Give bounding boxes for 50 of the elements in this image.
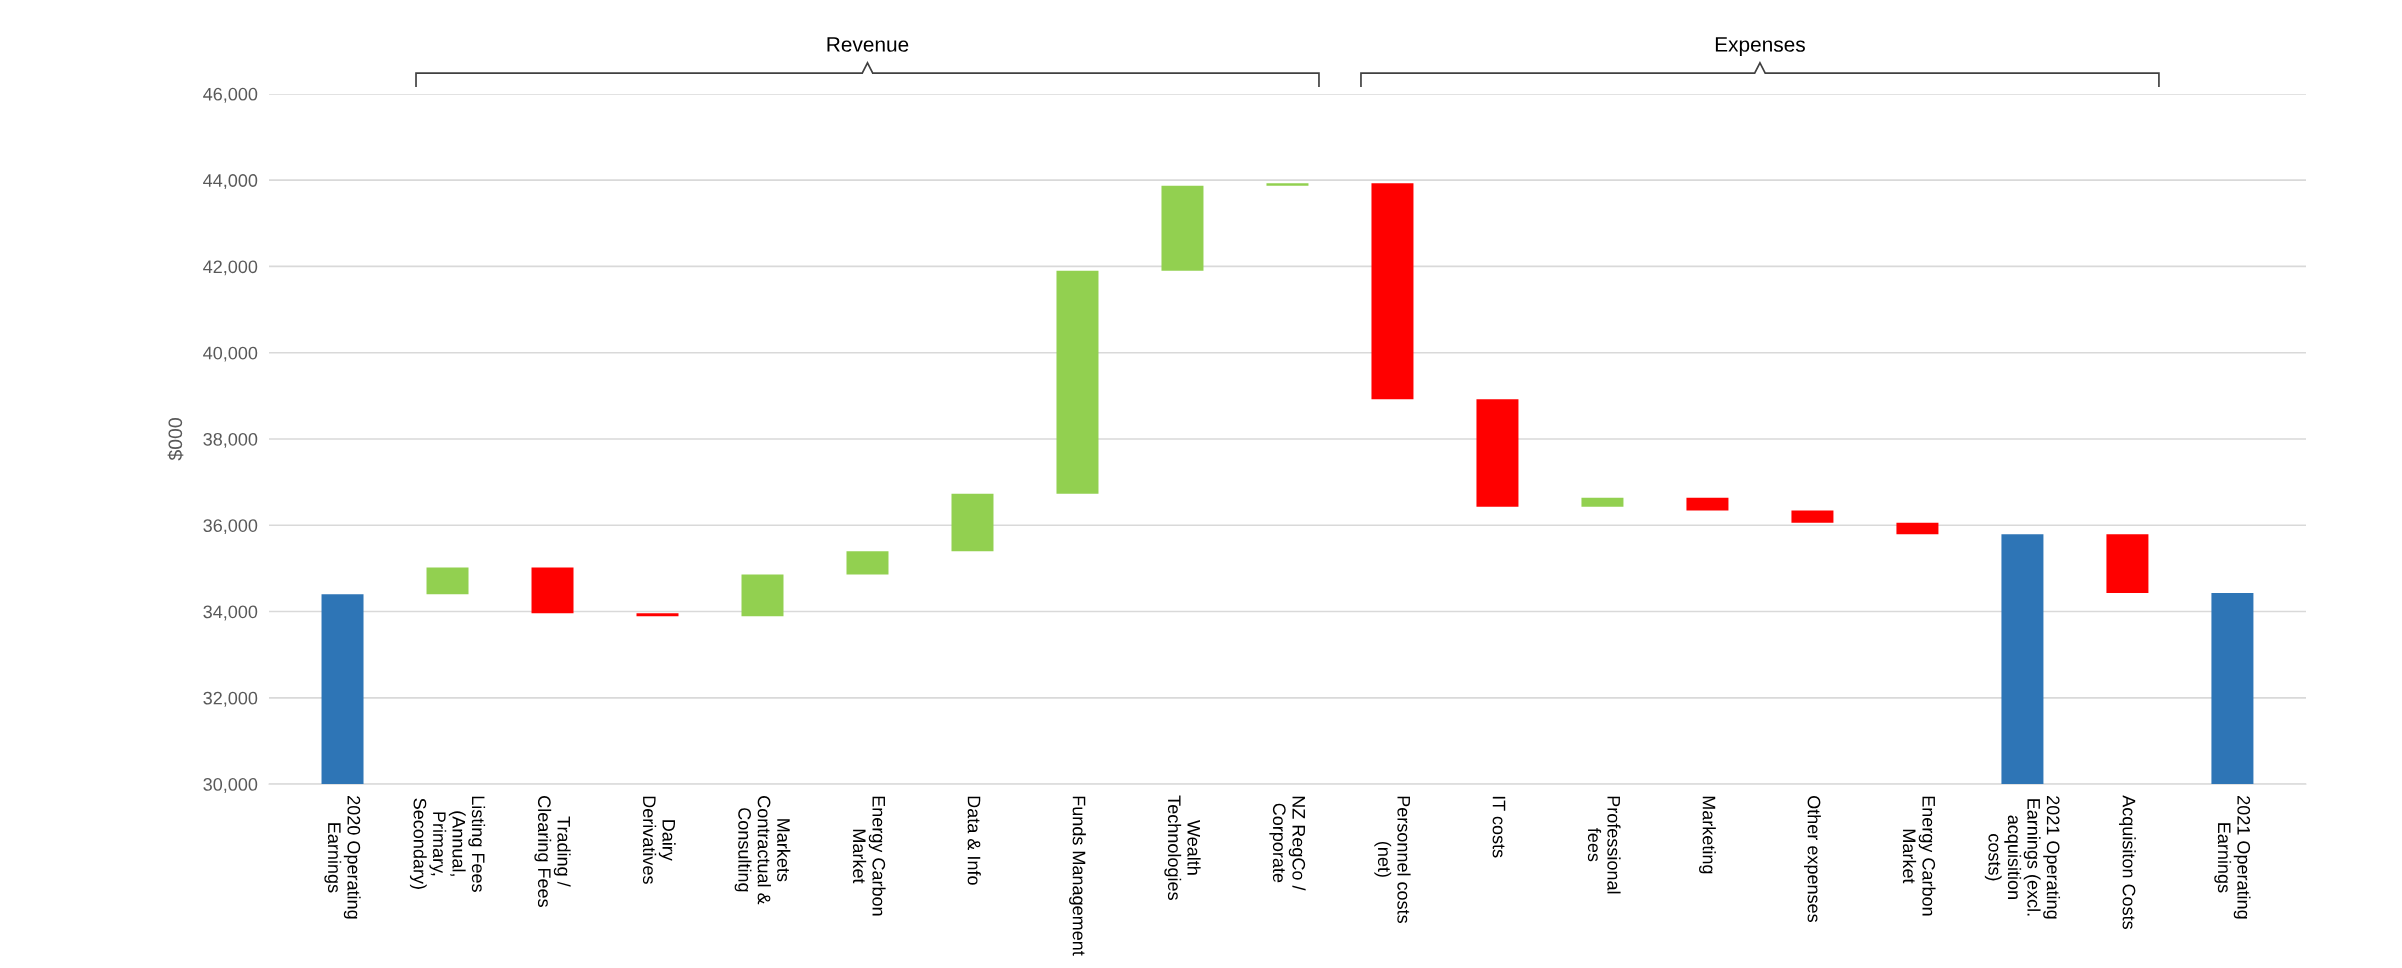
x-tick-label: Energy Carbon Market (1902, 796, 1936, 916)
x-tick-label: Marketing (1699, 796, 1716, 874)
x-tick-label: Dairy Derivatives (642, 796, 676, 884)
x-tick-label: 2020 Operating Earnings (324, 796, 361, 919)
x-tick-label: 2021 Operating Earnings (excl. acquisition costs) (1984, 796, 2061, 919)
bar (1161, 185, 1204, 271)
bar (321, 594, 364, 785)
bar (2106, 534, 2149, 593)
y-axis-title: $000 (167, 418, 184, 461)
bar (1581, 497, 1624, 507)
text: Revenue (827, 37, 909, 52)
bar (1056, 270, 1099, 494)
text: Expenses (1715, 37, 1805, 56)
y-tick-label: 36,000 (203, 519, 258, 535)
x-tick-label: 2021 Operating Earnings (2214, 796, 2251, 919)
x-tick-label: Energy Carbon Market (852, 796, 886, 916)
x-tick-label: Other expenses (1804, 796, 1821, 922)
y-tick-label: 44,000 (203, 174, 258, 190)
bar (1686, 497, 1729, 511)
y-tick-label: 40,000 (203, 346, 258, 362)
bar (1476, 399, 1519, 507)
y-tick-label: 32,000 (203, 691, 258, 707)
bar (1266, 183, 1309, 186)
bar (531, 567, 574, 614)
bar (951, 493, 994, 552)
bar (426, 567, 469, 595)
x-tick-label: Personnel costs (net) (1374, 796, 1411, 923)
x-tick-label: Acquisiton Costs (2119, 795, 2136, 930)
y-tick-label: 38,000 (203, 432, 258, 448)
x-tick-label: Listing Fees (Annual, Primary, Secondary) (409, 796, 486, 892)
y-tick-label: 46,000 (203, 87, 258, 103)
bar (1371, 183, 1414, 400)
x-tick-label: Data & Info (967, 796, 981, 885)
bar (2001, 534, 2044, 785)
y-tick-label: 42,000 (203, 260, 258, 276)
y-tick-label: 34,000 (203, 605, 258, 621)
x-tick-label: Markets Contractual & Consulting (734, 796, 791, 905)
bar (846, 551, 889, 575)
x-tick-label: Trading / Clearing Fees (534, 796, 571, 907)
bar (636, 613, 679, 617)
bar (741, 574, 784, 617)
x-tick-label: Funds Management (1069, 796, 1086, 956)
x-tick-label: NZ RegCo / Corporate (1269, 796, 1306, 891)
bar (1791, 510, 1834, 523)
bar (2211, 592, 2254, 785)
x-tick-label: Professional fees (1587, 796, 1621, 894)
x-tick-label: IT costs (1492, 796, 1506, 858)
x-tick-label: Wealth Technologies (1164, 795, 1201, 900)
bar (1896, 522, 1939, 535)
y-tick-label: 30,000 (203, 778, 258, 793)
